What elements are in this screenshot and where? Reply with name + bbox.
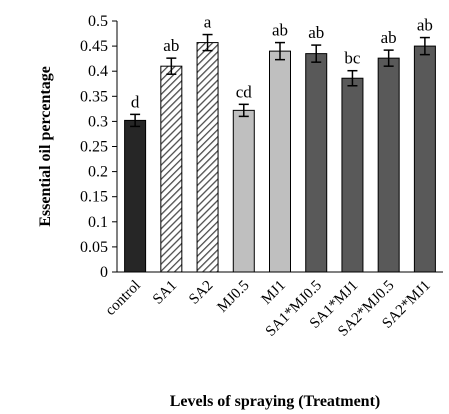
y-tick-label: 0.3 — [88, 113, 108, 130]
y-axis-ticks: 0 0.05 0.1 0.15 0.2 0.25 0.3 0.35 0.4 0.45 0.5 — [80, 13, 117, 281]
bar — [269, 50, 291, 273]
bar — [413, 45, 436, 273]
bar — [341, 77, 364, 273]
y-tick-label: 0.15 — [80, 189, 108, 206]
error-bar — [238, 103, 249, 118]
bar-significance-label: bc — [344, 49, 361, 68]
bar-significance-label: a — [204, 13, 212, 32]
bar-significance-label: cd — [236, 82, 253, 101]
bar-significance-label: ab — [308, 23, 324, 42]
x-category-label: MJ0.5 — [214, 278, 252, 316]
y-tick-label: 0.4 — [88, 63, 108, 80]
y-tick-label: 0.25 — [80, 139, 108, 156]
error-bar — [166, 57, 177, 75]
bars-group: d ab a cd ab ab bc ab ab — [124, 13, 436, 273]
error-bar — [347, 69, 358, 87]
x-category-label: MJ1 — [259, 278, 289, 308]
y-tick-label: 0.1 — [88, 214, 108, 231]
bar-significance-label: ab — [417, 16, 433, 35]
error-bar — [311, 44, 322, 63]
y-tick-label: 0.45 — [80, 38, 108, 55]
y-tick-label: 0.35 — [80, 88, 108, 105]
error-bar — [202, 33, 213, 52]
bar — [377, 57, 400, 273]
bar — [305, 53, 328, 273]
error-bar — [383, 49, 394, 67]
y-axis-title: Essential oil percentage — [37, 66, 54, 227]
bar — [196, 42, 219, 273]
y-tick-label: 0.5 — [88, 13, 108, 30]
y-tick-label: 0 — [100, 264, 108, 281]
error-bar — [130, 113, 141, 128]
bar — [160, 65, 183, 273]
x-axis-title: Levels of spraying (Treatment) — [170, 393, 380, 410]
bar — [124, 119, 147, 273]
error-bar — [419, 36, 430, 56]
bar-significance-label: d — [131, 92, 140, 111]
y-tick-label: 0.05 — [80, 239, 108, 256]
y-tick-label: 0.2 — [88, 164, 108, 181]
bar — [232, 109, 255, 273]
bar-significance-label: ab — [163, 36, 179, 55]
x-category-label: SA1 — [150, 278, 180, 308]
bar-significance-label: ab — [381, 28, 397, 47]
x-category-label: SA2 — [186, 278, 216, 308]
error-bar — [275, 41, 285, 61]
bar-significance-label: ab — [272, 21, 288, 40]
x-category-label: control — [103, 278, 144, 319]
